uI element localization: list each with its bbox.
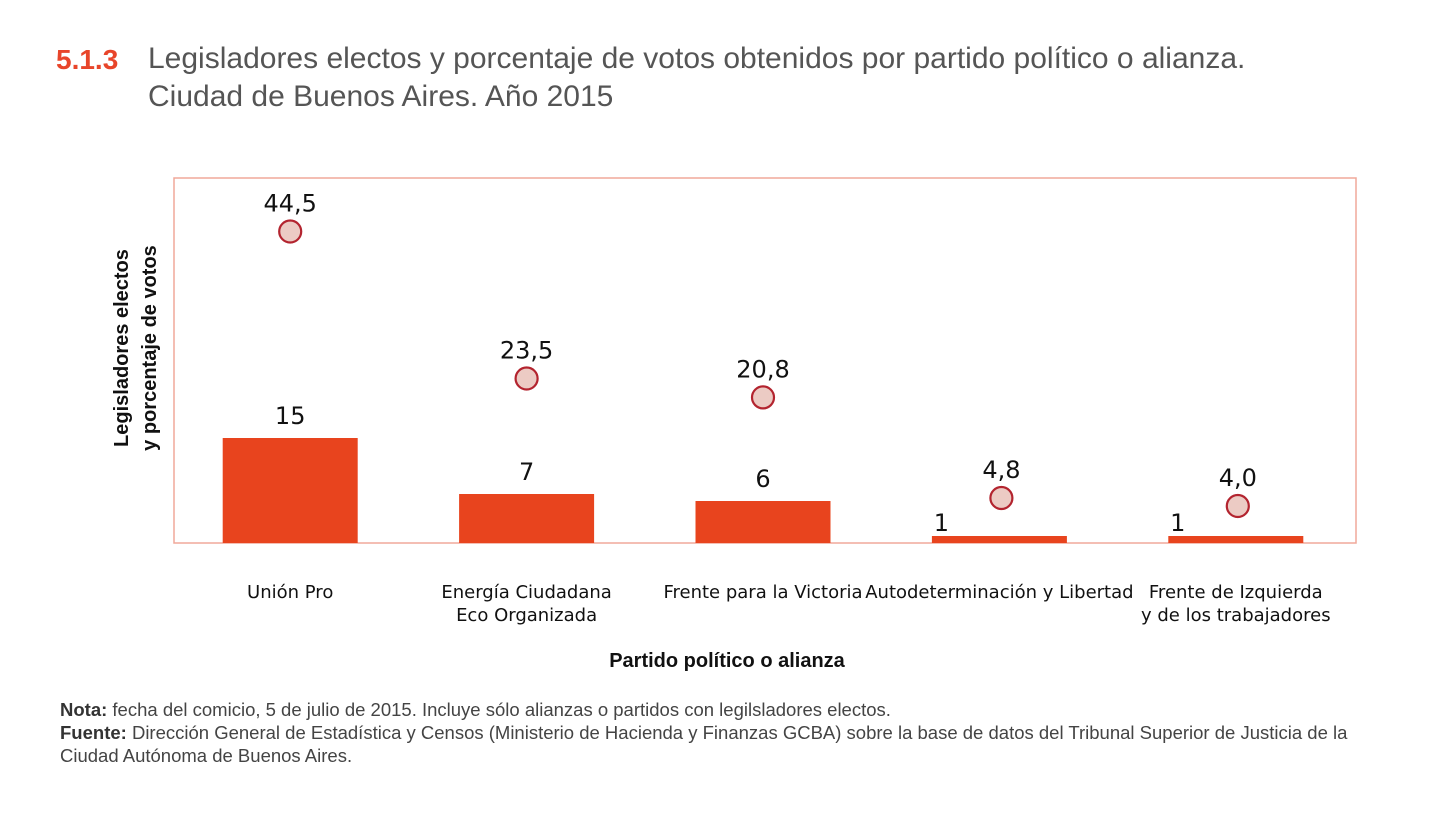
nota-label: Nota:	[60, 699, 108, 720]
bar-value-label: 1	[1170, 509, 1185, 537]
category-label: Frente de Izquierda	[1149, 582, 1323, 603]
title-line-2: Ciudad de Buenos Aires. Año 2015	[148, 80, 614, 113]
category-label: Eco Organizada	[456, 605, 597, 626]
nota-text: fecha del comicio, 5 de julio de 2015. I…	[107, 699, 891, 720]
title-line-1: Legisladores electos y porcentaje de vot…	[148, 42, 1246, 75]
vote-percentage-label: 4,8	[982, 456, 1020, 484]
notes: Nota: fecha del comicio, 5 de julio de 2…	[60, 698, 1390, 767]
fuente: Fuente: Dirección General de Estadística…	[60, 721, 1390, 767]
vote-percentage-point	[1225, 493, 1250, 519]
bar-value-label: 6	[755, 465, 770, 493]
vote-percentage-point	[514, 366, 539, 391]
bar-value-label: 1	[934, 509, 949, 537]
vote-percentage-point	[750, 385, 776, 410]
bar-value-label: 15	[275, 402, 306, 430]
bar	[459, 494, 595, 543]
title-number: 5.1.3	[56, 44, 119, 75]
bar	[931, 536, 1067, 543]
y-axis-label: Legisladores electos y porcentaje de vot…	[111, 245, 161, 451]
category-label: Unión Pro	[247, 582, 333, 603]
x-axis-label: Partido político o alianza	[609, 650, 845, 672]
category-label: Autodeterminación y Libertad	[865, 582, 1133, 603]
vote-percentage-point	[278, 219, 303, 244]
chart: Legisladores electos y porcentaje de vot…	[111, 177, 1357, 672]
vote-percentage-point	[989, 485, 1014, 511]
bar	[222, 438, 358, 543]
bar-value-label: 7	[519, 458, 534, 486]
vote-percentage-label: 20,8	[736, 355, 789, 383]
fuente-label: Fuente:	[60, 722, 127, 743]
category-label: Frente para la Victoria	[663, 582, 862, 603]
vote-percentage-label: 44,5	[263, 190, 316, 218]
vote-percentage-label: 4,0	[1219, 464, 1257, 492]
category-label: Energía Ciudadana	[441, 582, 611, 603]
vote-percentage-label: 23,5	[500, 337, 553, 365]
category-label: y de los trabajadores	[1141, 605, 1331, 626]
y-axis-label-line-2: y porcentaje de votos	[139, 245, 161, 451]
fuente-text: Dirección General de Estadística y Censo…	[60, 722, 1348, 766]
y-axis-label-line-1: Legisladores electos	[111, 249, 133, 447]
bar	[695, 501, 831, 543]
bar	[1168, 536, 1304, 543]
nota: Nota: fecha del comicio, 5 de julio de 2…	[60, 698, 1390, 721]
